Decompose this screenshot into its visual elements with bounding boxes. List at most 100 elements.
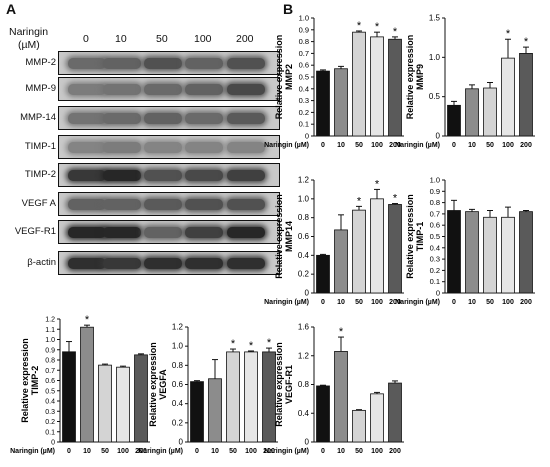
y-tick-label: 0.8 (172, 361, 184, 370)
bar (208, 378, 222, 443)
blot-band (185, 84, 223, 95)
blot-band (227, 142, 265, 153)
x-tick-label: 50 (486, 299, 494, 306)
bar (501, 216, 515, 294)
y-tick-label: 1.0 (299, 14, 309, 23)
blot-treatment-label: Naringin (9, 26, 49, 38)
significance-star: * (375, 178, 380, 190)
x-axis-title: Naringin (µM) (264, 142, 309, 149)
x-tick-label: 50 (355, 448, 363, 455)
x-tick-label: 200 (389, 299, 401, 306)
blot-band (227, 199, 265, 210)
bar (62, 351, 76, 443)
bar (98, 364, 112, 443)
blot-band (227, 58, 265, 69)
bar (80, 326, 94, 443)
bar (370, 393, 384, 443)
bar (226, 351, 240, 443)
blot-row-label: VEGF-R1 (14, 226, 56, 237)
y-tick-label: 0 (305, 132, 309, 141)
bar (388, 382, 402, 443)
x-tick-label: 100 (117, 448, 129, 455)
bar (316, 70, 330, 137)
y-axis-title: Relative expression (405, 194, 415, 279)
significance-star: * (339, 326, 344, 338)
y-tick-label: 1.2 (298, 176, 310, 185)
blot-lane-label: 100 (194, 33, 212, 45)
bar (447, 210, 461, 294)
y-axis-title: Relative expression (274, 35, 284, 120)
blot-row-label: MMP-2 (25, 57, 56, 68)
blot-row-label: β-actin (27, 257, 56, 268)
blot-band (68, 113, 106, 124)
blot-row-label: VEGF A (21, 198, 56, 209)
y-tick-label: 0.7 (299, 49, 309, 58)
y-axis-title: Relative expression (148, 342, 158, 427)
blot-band (68, 258, 106, 269)
y-tick-label: 0 (436, 132, 441, 141)
bar (388, 204, 402, 294)
bar (190, 381, 204, 443)
y-axis-title: Relative expression (274, 342, 284, 427)
x-tick-label: 100 (371, 299, 383, 306)
panel-b-label: B (283, 1, 294, 17)
blot-strip (58, 135, 280, 159)
blot-row-label: MMP-14 (20, 112, 56, 123)
bar (352, 209, 366, 294)
x-tick-label: 0 (321, 448, 325, 455)
bar (352, 31, 366, 137)
blot-band (144, 58, 182, 69)
bar (134, 354, 148, 443)
x-axis-title: Naringin (µM) (395, 142, 440, 149)
y-axis-title-gene: MMP2 (284, 64, 294, 90)
y-tick-label: 0.2 (172, 418, 184, 427)
blot-band (185, 199, 223, 210)
blot-band (227, 113, 265, 124)
y-tick-label: 0.6 (430, 221, 440, 230)
y-tick-label: 0.8 (299, 37, 309, 46)
significance-star: * (506, 28, 511, 40)
y-axis-title-gene: TIMP-2 (30, 366, 40, 396)
x-tick-label: 10 (83, 448, 91, 455)
bar (483, 216, 497, 294)
blot-band (68, 142, 106, 153)
x-tick-label: 10 (337, 142, 345, 149)
significance-star: * (267, 337, 272, 349)
y-tick-label: 0 (305, 438, 310, 447)
y-tick-label: 0.4 (298, 409, 310, 418)
y-tick-label: 0.3 (45, 409, 55, 416)
blot-band (227, 84, 265, 95)
blot-band (103, 113, 141, 124)
y-tick-label: 0.2 (299, 108, 309, 117)
bar (519, 53, 533, 137)
bar (316, 385, 330, 443)
blot-strip (58, 51, 280, 75)
blot-strip (58, 251, 280, 275)
y-tick-label: 0 (305, 289, 310, 298)
bar (519, 211, 533, 294)
y-tick-label: 0.6 (172, 380, 184, 389)
blot-lane-label: 50 (156, 33, 168, 45)
x-tick-label: 10 (211, 448, 219, 455)
significance-star: * (375, 21, 380, 33)
y-tick-label: 1.2 (45, 317, 55, 324)
x-tick-label: 0 (321, 299, 325, 306)
blot-band (103, 258, 141, 269)
blot-band (144, 199, 182, 210)
blot-lane-label: 200 (236, 33, 254, 45)
x-tick-label: 50 (486, 142, 494, 149)
y-tick-label: 0.7 (45, 368, 55, 375)
y-tick-label: 0.1 (299, 120, 309, 129)
y-tick-label: 1.2 (172, 323, 184, 332)
y-tick-label: 0.2 (298, 270, 310, 279)
blot-band (185, 227, 223, 238)
x-tick-label: 0 (195, 448, 199, 455)
blot-row-label: MMP-9 (25, 83, 56, 94)
bar (334, 351, 348, 443)
blot-strip (58, 192, 280, 216)
x-tick-label: 100 (502, 142, 514, 149)
x-tick-label: 10 (337, 448, 345, 455)
bar (447, 104, 461, 137)
blot-band (227, 258, 265, 269)
